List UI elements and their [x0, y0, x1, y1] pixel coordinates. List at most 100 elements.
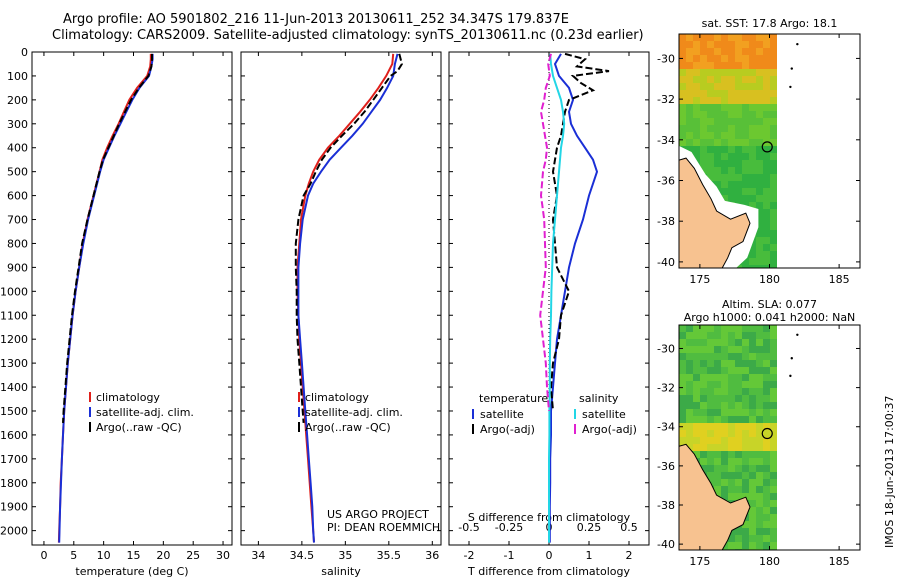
depth-tick-label: 1900 — [0, 501, 28, 514]
map-cell — [686, 423, 693, 430]
map-cell — [707, 458, 714, 465]
map-cell — [700, 444, 707, 451]
map-cell — [749, 55, 756, 62]
map-cell — [749, 132, 756, 139]
map-cell — [728, 90, 735, 97]
map-cell — [742, 535, 749, 542]
map-cell — [700, 90, 707, 97]
map-cell — [756, 181, 763, 188]
map-cell — [749, 76, 756, 83]
map-cell — [756, 139, 763, 146]
map-cell — [770, 542, 777, 549]
map-cell — [735, 62, 742, 69]
map-cell — [770, 479, 777, 486]
map-cell — [756, 41, 763, 48]
map-cell — [693, 402, 700, 409]
map-cell — [707, 395, 714, 402]
map-cell — [770, 34, 777, 41]
map-cell — [749, 325, 756, 332]
map-cell — [693, 90, 700, 97]
map-cell — [721, 97, 728, 104]
map-cell — [749, 202, 756, 209]
legend-label: Argo(..raw -QC) — [305, 421, 391, 434]
map-cell — [721, 34, 728, 41]
map-cell — [756, 258, 763, 265]
map-cell — [714, 465, 721, 472]
map-cell — [686, 353, 693, 360]
map-cell — [721, 125, 728, 132]
map-cell — [693, 409, 700, 416]
map-cell — [763, 237, 770, 244]
map-y-tick-label: -36 — [657, 175, 675, 188]
map-cell — [749, 244, 756, 251]
depth-tick-label: 1400 — [0, 381, 28, 394]
map-cell — [714, 325, 721, 332]
map-cell — [679, 139, 686, 146]
map-cell — [728, 479, 735, 486]
map-cell — [714, 353, 721, 360]
map-cell — [693, 437, 700, 444]
map-cell — [679, 118, 686, 125]
x-tick-label: 35.5 — [377, 549, 402, 562]
map-cell — [756, 160, 763, 167]
map-cell — [756, 97, 763, 104]
map-cell — [756, 465, 763, 472]
map-cell — [756, 244, 763, 251]
map-cell — [693, 346, 700, 353]
map-cell — [693, 430, 700, 437]
map-cell — [749, 437, 756, 444]
map-island — [790, 357, 793, 360]
map-cell — [700, 381, 707, 388]
map-cell — [749, 416, 756, 423]
map-cell — [756, 521, 763, 528]
map-cell — [679, 48, 686, 55]
map-cell — [700, 167, 707, 174]
map-cell — [735, 332, 742, 339]
map-cell — [763, 104, 770, 111]
map-cell — [693, 388, 700, 395]
map-cell — [756, 416, 763, 423]
map-cell — [693, 83, 700, 90]
map-cell — [700, 83, 707, 90]
map-cell — [735, 41, 742, 48]
x-tick-label: -1 — [504, 549, 515, 562]
map-cell — [714, 48, 721, 55]
map-cell — [763, 479, 770, 486]
map-cell — [707, 353, 714, 360]
map-cell — [679, 111, 686, 118]
map-cell — [728, 125, 735, 132]
series-satellite-adj-clim- — [297, 53, 399, 543]
map-cell — [742, 153, 749, 160]
map-cell — [749, 360, 756, 367]
map-cell — [707, 139, 714, 146]
map-cell — [742, 132, 749, 139]
map-cell — [686, 409, 693, 416]
map-cell — [700, 132, 707, 139]
map-cell — [721, 367, 728, 374]
depth-tick-label: 200 — [7, 94, 28, 107]
map-cell — [735, 458, 742, 465]
map-cell — [721, 104, 728, 111]
map-cell — [763, 521, 770, 528]
map-cell — [700, 125, 707, 132]
map-cell — [714, 395, 721, 402]
map-cell — [679, 339, 686, 346]
map-cell — [721, 486, 728, 493]
map-cell — [686, 346, 693, 353]
map-cell — [756, 216, 763, 223]
map-cell — [714, 437, 721, 444]
map-cell — [770, 381, 777, 388]
map-cell — [728, 388, 735, 395]
map-cell — [700, 41, 707, 48]
map-cell — [700, 146, 707, 153]
map-cell — [756, 90, 763, 97]
map-cell — [763, 423, 770, 430]
map-cell — [742, 265, 749, 268]
map-cell — [742, 353, 749, 360]
map-cell — [763, 62, 770, 69]
salinity-frame — [240, 51, 442, 546]
map-cell — [728, 346, 735, 353]
map-cell — [714, 367, 721, 374]
map-cell — [679, 346, 686, 353]
map-cell — [693, 69, 700, 76]
